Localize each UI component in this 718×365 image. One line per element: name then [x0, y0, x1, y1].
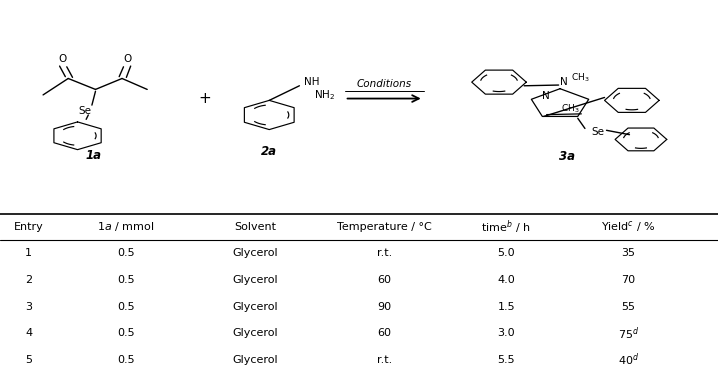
Text: Yield$^c$ / %: Yield$^c$ / %: [601, 219, 656, 234]
Text: CH$_3$: CH$_3$: [561, 102, 580, 115]
Text: 0.5: 0.5: [117, 302, 134, 312]
Text: 2: 2: [25, 275, 32, 285]
Text: 70: 70: [621, 275, 635, 285]
Text: 4: 4: [25, 328, 32, 338]
Text: 5: 5: [25, 355, 32, 365]
Text: Glycerol: Glycerol: [232, 249, 278, 258]
Text: Se: Se: [78, 106, 91, 116]
Text: O: O: [123, 54, 132, 64]
Text: +: +: [198, 91, 211, 106]
Text: Temperature / °C: Temperature / °C: [337, 222, 432, 232]
Text: Solvent: Solvent: [234, 222, 276, 232]
Text: Glycerol: Glycerol: [232, 302, 278, 312]
Text: Glycerol: Glycerol: [232, 275, 278, 285]
Text: 0.5: 0.5: [117, 249, 134, 258]
Text: 3: 3: [25, 302, 32, 312]
Text: Se: Se: [592, 127, 605, 137]
Text: Glycerol: Glycerol: [232, 355, 278, 365]
Text: 3.0: 3.0: [498, 328, 515, 338]
Text: 0.5: 0.5: [117, 328, 134, 338]
Text: N: N: [542, 91, 549, 101]
Text: 60: 60: [377, 275, 391, 285]
Text: 1: 1: [25, 249, 32, 258]
Text: 55: 55: [621, 302, 635, 312]
Text: 75$^d$: 75$^d$: [617, 325, 639, 342]
Text: time$^b$ / h: time$^b$ / h: [482, 218, 531, 236]
Text: 0.5: 0.5: [117, 275, 134, 285]
Text: NH: NH: [304, 77, 320, 87]
Text: CH$_3$: CH$_3$: [571, 72, 589, 84]
Text: O: O: [58, 54, 67, 64]
Text: 60: 60: [377, 328, 391, 338]
Text: Entry: Entry: [14, 222, 44, 232]
Text: 90: 90: [377, 302, 391, 312]
Text: 5.5: 5.5: [498, 355, 515, 365]
Text: 1a: 1a: [85, 149, 101, 162]
Text: 4.0: 4.0: [498, 275, 515, 285]
Text: N: N: [560, 77, 567, 87]
Text: $\mathit{1a}$ / mmol: $\mathit{1a}$ / mmol: [97, 220, 154, 233]
Text: r.t.: r.t.: [376, 249, 392, 258]
Text: 2a: 2a: [261, 145, 277, 158]
Text: 35: 35: [621, 249, 635, 258]
Text: Glycerol: Glycerol: [232, 328, 278, 338]
Text: 0.5: 0.5: [117, 355, 134, 365]
Text: r.t.: r.t.: [376, 355, 392, 365]
Text: Conditions: Conditions: [357, 79, 411, 89]
Text: 1.5: 1.5: [498, 302, 515, 312]
Text: 40$^d$: 40$^d$: [617, 352, 639, 365]
Text: 3a: 3a: [559, 150, 575, 164]
Text: NH$_2$: NH$_2$: [314, 88, 335, 102]
Text: 5.0: 5.0: [498, 249, 515, 258]
